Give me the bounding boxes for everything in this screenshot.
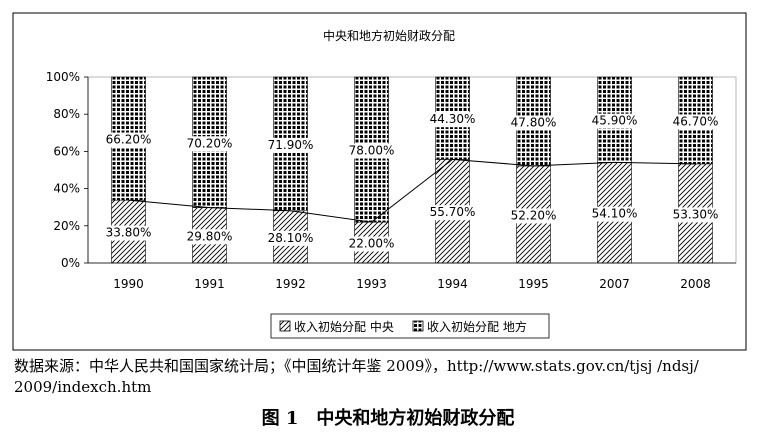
data-label-local: 46.70% bbox=[673, 114, 719, 128]
data-label-central-bg bbox=[185, 229, 234, 245]
chart: 中央和地方初始财政分配 0% 20% 40% 60% 80% 100% 33.80% 66.… bbox=[12, 12, 747, 351]
source-note: 数据来源：中华人民共和国国家统计局；《中国统计年鉴 2009》，http://w… bbox=[14, 357, 699, 396]
figure-caption: 图 1 中央和地方初始财政分配 bbox=[261, 408, 515, 429]
data-label-local-bg bbox=[428, 112, 477, 128]
data-label-central-bg bbox=[509, 208, 558, 224]
plot-area bbox=[87, 76, 737, 264]
data-label-central-bg bbox=[590, 206, 639, 222]
legend-label-central: 收入初始分配 中央 bbox=[294, 319, 394, 334]
legend: 收入初始分配 中央 收入初始分配 地方 bbox=[270, 313, 550, 339]
data-label-local-bg bbox=[509, 115, 558, 131]
data-label-local: 44.30% bbox=[430, 112, 476, 126]
data-label-central-bg bbox=[266, 230, 315, 246]
data-label-local-bg bbox=[590, 113, 639, 129]
y-tick-label: 0% bbox=[61, 256, 80, 270]
data-label-central-bg bbox=[347, 236, 396, 252]
data-label-central: 53.30% bbox=[673, 207, 719, 221]
data-label-central-bg bbox=[671, 207, 720, 223]
y-tick-label: 40% bbox=[53, 182, 80, 196]
data-label-local: 45.90% bbox=[592, 114, 638, 128]
data-label-central-bg bbox=[104, 225, 153, 241]
data-label-local-bg bbox=[671, 114, 720, 130]
data-label-central: 33.80% bbox=[106, 226, 152, 240]
data-label-local-bg bbox=[266, 137, 315, 153]
x-axis: 1990 1991 1992 1993 1994 1995 2007 2008 bbox=[88, 262, 736, 291]
x-tick-label: 1990 bbox=[113, 277, 144, 291]
data-label-local-bg bbox=[104, 132, 153, 148]
legend-swatch-central bbox=[279, 320, 291, 332]
y-tick-label: 100% bbox=[46, 70, 80, 84]
x-tick-label: 1992 bbox=[275, 277, 306, 291]
x-tick-label: 1993 bbox=[356, 277, 387, 291]
data-labels: 33.80% 66.20% 29.80% 70.20% 28.10% 71.90% 22.0… bbox=[104, 112, 720, 252]
central-share-line bbox=[128, 158, 696, 223]
x-tick-label: 1994 bbox=[437, 277, 468, 291]
x-tick-label: 1991 bbox=[194, 277, 225, 291]
legend-swatch-local bbox=[412, 320, 424, 332]
data-label-central-bg bbox=[428, 205, 477, 221]
y-tick-label: 60% bbox=[53, 144, 80, 158]
data-label-central: 28.10% bbox=[268, 231, 314, 245]
y-tick-label: 20% bbox=[53, 219, 80, 233]
data-label-central: 55.70% bbox=[430, 205, 476, 219]
data-label-local: 66.20% bbox=[106, 133, 152, 147]
data-label-local-bg bbox=[347, 143, 396, 159]
data-label-local: 71.90% bbox=[268, 138, 314, 152]
y-axis: 0% 20% 40% 60% 80% 100% bbox=[46, 70, 89, 270]
data-label-local: 78.00% bbox=[349, 144, 395, 158]
legend-label-local: 收入初始分配 地方 bbox=[427, 319, 527, 334]
data-label-central: 54.10% bbox=[592, 207, 638, 221]
data-label-local: 47.80% bbox=[511, 115, 557, 129]
y-tick-label: 80% bbox=[53, 107, 80, 121]
x-tick-label: 2007 bbox=[599, 277, 630, 291]
chart-title: 中央和地方初始财政分配 bbox=[323, 28, 455, 43]
legend-box bbox=[270, 313, 550, 339]
data-label-local: 70.20% bbox=[187, 136, 233, 150]
data-label-local-bg bbox=[185, 136, 234, 152]
data-label-central: 29.80% bbox=[187, 229, 233, 243]
x-tick-label: 2008 bbox=[680, 277, 711, 291]
data-label-central: 22.00% bbox=[349, 237, 395, 251]
x-tick-label: 1995 bbox=[518, 277, 549, 291]
data-label-central: 52.20% bbox=[511, 208, 557, 222]
central-share-polyline bbox=[128, 158, 696, 223]
